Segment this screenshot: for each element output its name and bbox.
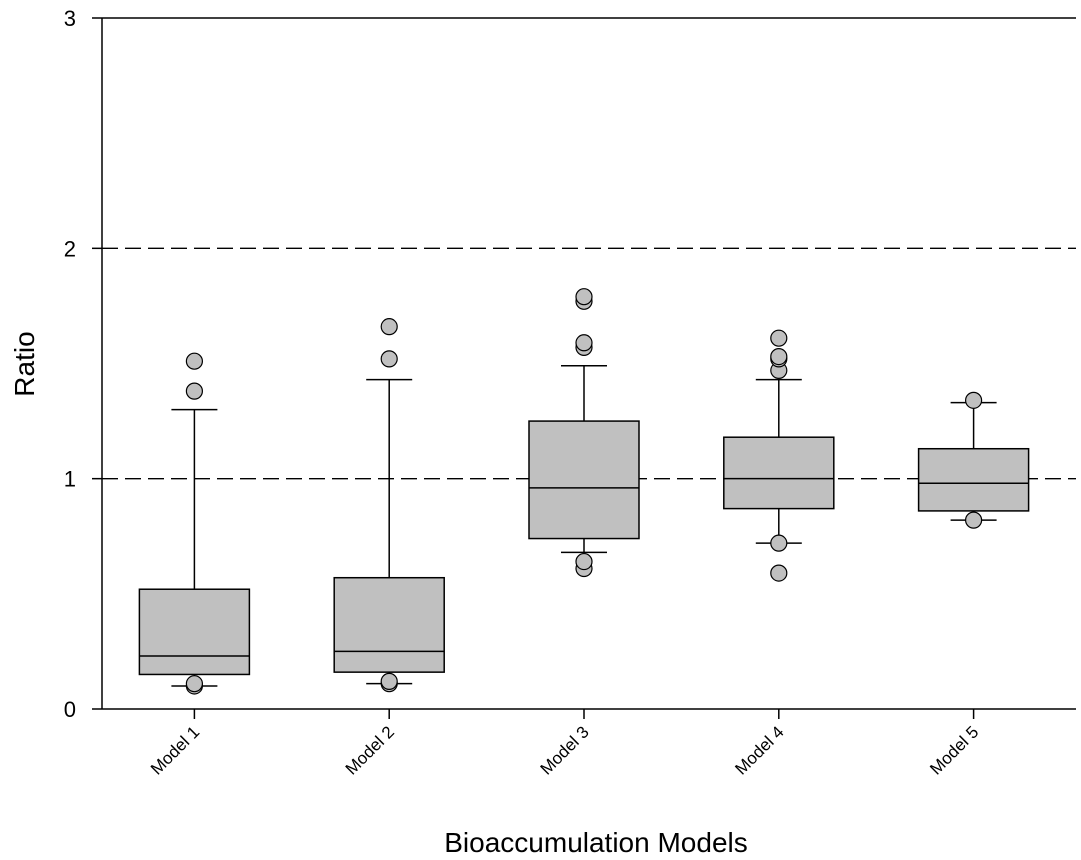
outlier-point bbox=[964, 391, 983, 409]
box-3 bbox=[528, 288, 640, 578]
box-iqr bbox=[917, 447, 1030, 512]
box-2 bbox=[333, 318, 445, 693]
outlier-point bbox=[185, 675, 203, 693]
box-iqr bbox=[333, 576, 445, 673]
y-tick-label: 3 bbox=[64, 6, 76, 31]
x-tick-label: Model 3 bbox=[537, 722, 593, 778]
outlier-point bbox=[770, 329, 788, 347]
outlier-point bbox=[575, 552, 593, 571]
box-iqr bbox=[528, 420, 640, 540]
boxes-group bbox=[138, 288, 1030, 695]
outlier-point bbox=[770, 534, 788, 552]
outlier-point bbox=[964, 511, 983, 529]
outlier-point bbox=[380, 672, 398, 690]
outlier-point bbox=[185, 382, 203, 400]
box-iqr bbox=[723, 436, 835, 510]
y-tick-label: 0 bbox=[64, 697, 76, 722]
x-tick-label: Model 2 bbox=[342, 722, 398, 778]
y-axis-title: Ratio bbox=[9, 331, 40, 396]
x-tick-label: Model 4 bbox=[731, 722, 787, 778]
outlier-point bbox=[770, 564, 788, 582]
outlier-point bbox=[770, 347, 788, 366]
box-iqr bbox=[138, 588, 251, 676]
y-tick-label: 1 bbox=[64, 467, 76, 492]
outlier-point bbox=[575, 334, 593, 352]
x-ticks-group: Model 1 Model 2 Model 3 Model 4 Model 5 bbox=[147, 709, 982, 779]
box-5 bbox=[917, 391, 1030, 529]
outlier-point bbox=[380, 318, 398, 336]
outlier-point bbox=[380, 350, 398, 368]
x-axis-title: Bioaccumulation Models bbox=[444, 827, 748, 858]
y-ticks-group: 0 1 2 3 bbox=[64, 6, 102, 722]
box-4 bbox=[723, 329, 835, 582]
y-tick-label: 2 bbox=[64, 236, 76, 261]
axes-group bbox=[101, 17, 1076, 710]
x-tick-label: Model 5 bbox=[926, 722, 982, 778]
outlier-point bbox=[185, 352, 203, 370]
outlier-point bbox=[575, 288, 593, 306]
x-tick-label: Model 1 bbox=[147, 722, 203, 778]
box-1 bbox=[138, 352, 251, 695]
